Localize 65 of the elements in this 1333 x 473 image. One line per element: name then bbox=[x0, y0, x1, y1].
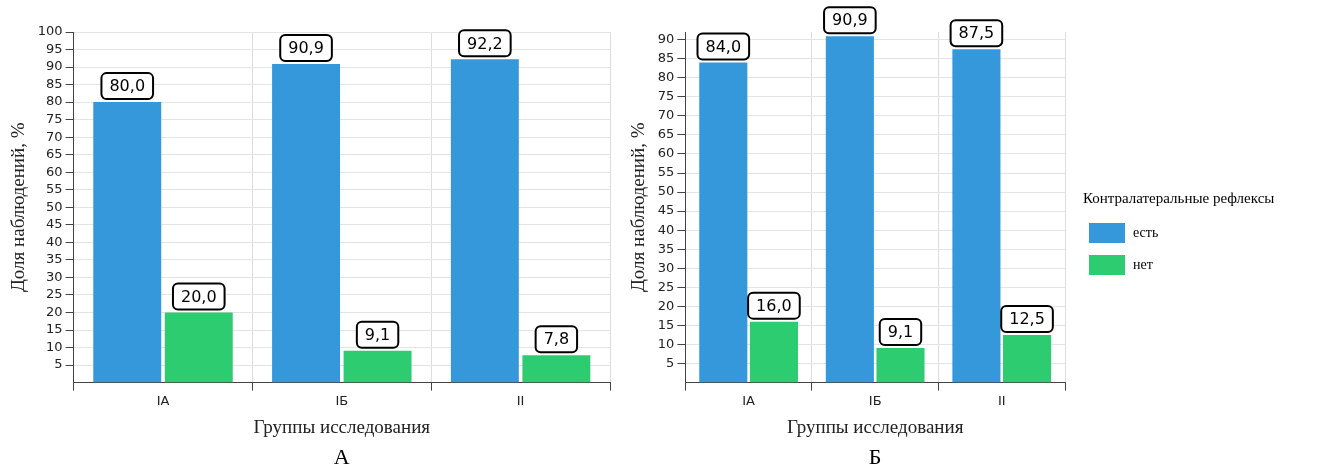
y-tick-label: 15 bbox=[46, 321, 63, 337]
data-label: 9,1 bbox=[364, 324, 391, 344]
y-tick-label: 25 bbox=[657, 278, 675, 294]
x-tick-label: IБ bbox=[868, 392, 882, 408]
y-tick-label: 60 bbox=[657, 145, 675, 161]
y-tick-label: 100 bbox=[37, 23, 63, 39]
data-label: 16,0 bbox=[756, 295, 792, 315]
y-tick-label: 85 bbox=[46, 75, 63, 91]
y-tick-label: 80 bbox=[46, 93, 63, 109]
x-axis-title: Группы исследования bbox=[253, 415, 431, 437]
x-tick-label: II bbox=[997, 392, 1006, 408]
y-tick-label: 70 bbox=[657, 107, 675, 123]
legend-label: есть bbox=[1133, 225, 1159, 241]
data-label: 7,8 bbox=[543, 329, 570, 349]
data-label: 84,0 bbox=[705, 36, 742, 56]
y-tick-label: 65 bbox=[657, 126, 675, 142]
y-tick-label: 45 bbox=[46, 216, 63, 232]
y-tick-label: 25 bbox=[46, 286, 63, 302]
x-tick-label: IA bbox=[156, 392, 170, 408]
y-tick-label: 20 bbox=[657, 297, 675, 313]
y-axis-title: Доля наблюдений, % bbox=[7, 122, 29, 293]
legend-label: нет bbox=[1133, 257, 1153, 273]
y-tick-label: 50 bbox=[46, 198, 63, 214]
x-tick-label: IA bbox=[742, 392, 756, 408]
x-tick-label: IБ bbox=[335, 392, 349, 408]
y-tick-label: 30 bbox=[46, 268, 63, 284]
y-tick-label: 50 bbox=[657, 183, 675, 199]
y-tick-label: 45 bbox=[657, 202, 675, 218]
x-axis-title: Группы исследования bbox=[786, 415, 964, 437]
y-tick-label: 30 bbox=[657, 259, 675, 275]
y-tick-label: 95 bbox=[46, 40, 63, 56]
text: А bbox=[333, 443, 350, 469]
y-tick-label: 5 bbox=[666, 354, 675, 370]
data-label: 80,0 bbox=[109, 76, 146, 96]
data-label: 92,2 bbox=[467, 33, 503, 53]
data-label: 12,5 bbox=[1009, 309, 1045, 329]
y-tick-label: 15 bbox=[657, 316, 675, 332]
data-label: 9,1 bbox=[887, 322, 914, 342]
y-tick-label: 70 bbox=[46, 128, 63, 144]
y-tick-label: 55 bbox=[46, 181, 63, 197]
x-tick-label: II bbox=[516, 392, 525, 408]
y-tick-label: 75 bbox=[657, 88, 675, 104]
y-tick-label: 20 bbox=[46, 303, 63, 319]
y-axis-title: Доля наблюдений, % bbox=[627, 122, 649, 293]
y-tick-label: 35 bbox=[657, 240, 675, 256]
y-tick-label: 10 bbox=[657, 335, 675, 351]
y-tick-label: 65 bbox=[46, 146, 63, 162]
y-tick-label: 80 bbox=[657, 69, 675, 85]
text: Б bbox=[868, 443, 882, 469]
y-tick-label: 55 bbox=[657, 164, 675, 180]
y-tick-label: 60 bbox=[46, 163, 63, 179]
data-label: 90,9 bbox=[288, 38, 324, 58]
y-tick-label: 40 bbox=[46, 233, 63, 249]
y-tick-label: 40 bbox=[657, 221, 675, 237]
data-label: 87,5 bbox=[958, 23, 995, 43]
y-tick-label: 85 bbox=[657, 50, 675, 66]
y-tick-label: 10 bbox=[46, 338, 63, 354]
y-tick-label: 90 bbox=[46, 58, 63, 74]
y-tick-label: 5 bbox=[54, 356, 63, 372]
y-tick-label: 35 bbox=[46, 251, 63, 267]
legend-title: Контралатеральные рефлексы bbox=[1083, 190, 1276, 207]
data-label: 90,9 bbox=[832, 10, 868, 30]
data-label: 20,0 bbox=[180, 286, 217, 306]
y-tick-label: 90 bbox=[657, 31, 675, 46]
y-tick-label: 75 bbox=[46, 111, 63, 127]
